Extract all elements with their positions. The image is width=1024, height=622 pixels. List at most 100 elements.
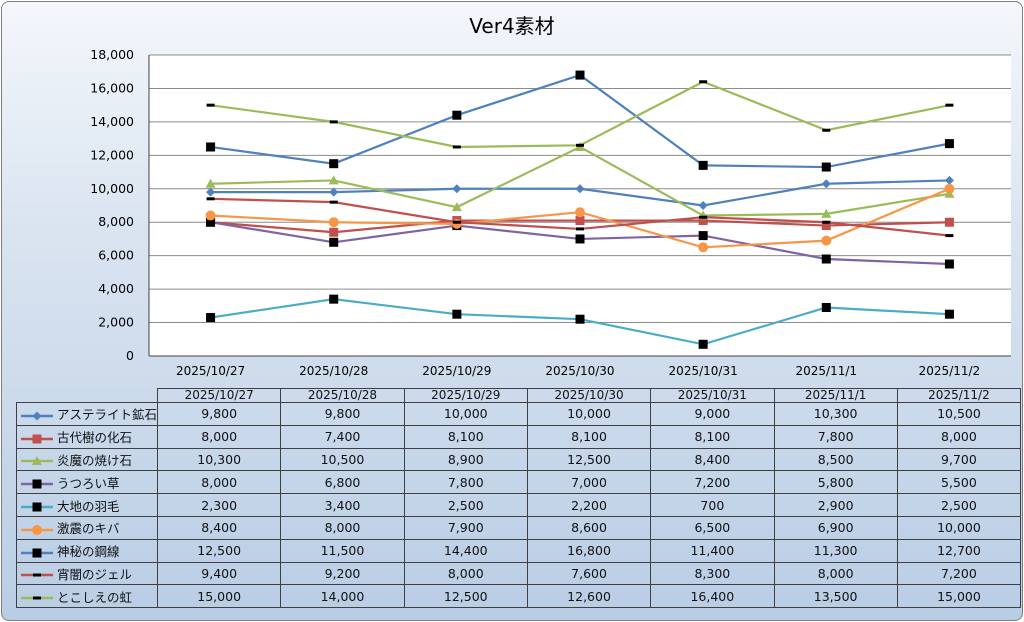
data-label: 8,000 xyxy=(773,561,898,586)
data-point xyxy=(821,235,832,246)
data-label: 12,500 xyxy=(157,538,282,563)
data-label: 10,500 xyxy=(280,447,405,472)
data-label: 6,500 xyxy=(650,515,775,540)
data-label: 9,800 xyxy=(280,402,405,426)
data-point xyxy=(206,197,215,201)
data-point xyxy=(452,309,462,319)
data-point xyxy=(328,175,339,185)
data-point xyxy=(821,303,831,313)
data-label: 7,400 xyxy=(280,424,405,449)
data-label: 12,500 xyxy=(403,584,528,609)
legend-key-icon xyxy=(21,456,53,466)
x-tick-label: 2025/10/29 xyxy=(422,364,491,378)
legend-marker xyxy=(32,548,42,558)
data-point xyxy=(329,237,339,247)
x-tick-label: 2025/10/27 xyxy=(176,364,245,378)
legend-key-cell: うつろい草 xyxy=(15,470,159,495)
data-point xyxy=(575,207,585,218)
series-name: 激震のキバ xyxy=(57,521,120,537)
data-label: 13,500 xyxy=(773,584,898,609)
data-label: 2,300 xyxy=(157,493,282,517)
data-point xyxy=(699,80,708,84)
x-tick-label: 2025/10/31 xyxy=(669,364,738,378)
table-row: アステライト鉱石 9,800 9,800 10,000 10,000 9,000 10,30… xyxy=(15,402,1022,426)
data-label: 10,500 xyxy=(896,402,1022,426)
data-point xyxy=(821,254,831,264)
data-table: 2025/10/27 2025/10/28 2025/10/29 2025/10/30… xyxy=(15,388,1022,609)
data-label: 8,000 xyxy=(280,515,405,540)
y-tick-label: 4,000 xyxy=(98,281,134,296)
y-tick-label: 6,000 xyxy=(98,248,134,263)
series-6 xyxy=(206,70,954,172)
data-point xyxy=(452,220,461,224)
legend-marker xyxy=(32,434,42,444)
data-point xyxy=(945,103,954,107)
legend-key-icon xyxy=(21,502,53,512)
data-point xyxy=(329,294,339,304)
table-row: とこしえの虹 15,000 14,000 12,500 12,600 16,400 13,5… xyxy=(15,584,1022,609)
table-corner xyxy=(16,388,159,403)
data-point xyxy=(575,234,585,244)
data-label: 8,500 xyxy=(773,447,898,472)
legend-key-cell: 炎魔の焼け石 xyxy=(15,447,159,472)
y-tick-label: 8,000 xyxy=(98,214,134,229)
table-row: 古代樹の化石 8,000 7,400 8,100 8,100 8,100 7,800 8,00… xyxy=(15,424,1022,449)
table-column-header: 2025/10/29 xyxy=(403,388,528,403)
data-point xyxy=(698,339,708,349)
y-tick-label: 18,000 xyxy=(90,47,134,62)
table-column-header: 2025/10/28 xyxy=(280,388,405,403)
data-label: 5,800 xyxy=(773,470,898,495)
data-label: 5,500 xyxy=(896,470,1022,495)
data-point xyxy=(452,184,462,194)
legend-key-cell: 大地の羽毛 xyxy=(15,493,159,517)
data-point xyxy=(944,183,955,194)
line-chart: 0 2,000 4,000 6,000 8,000 10,000 12,000 14,000 1… xyxy=(90,47,1011,378)
table-header-row: 2025/10/27 2025/10/28 2025/10/29 2025/10/30… xyxy=(16,388,1022,403)
data-label: 2,500 xyxy=(403,493,528,517)
legend-marker xyxy=(32,502,42,512)
data-point xyxy=(821,208,832,218)
data-label: 11,500 xyxy=(280,538,405,563)
legend-key-cell: 古代樹の化石 xyxy=(15,424,159,449)
data-point xyxy=(821,221,831,231)
x-tick-label: 2025/10/30 xyxy=(545,364,614,378)
data-label: 16,400 xyxy=(650,584,775,609)
data-point xyxy=(206,142,216,152)
data-label: 8,100 xyxy=(650,424,775,449)
data-point xyxy=(329,227,339,237)
legend-key-cell: 激震のキバ xyxy=(15,515,159,540)
data-point xyxy=(699,215,708,219)
data-point xyxy=(452,110,462,120)
data-label: 8,000 xyxy=(157,470,282,495)
data-label: 7,200 xyxy=(896,561,1022,586)
data-point xyxy=(575,70,585,80)
data-point xyxy=(698,216,708,226)
data-label: 7,900 xyxy=(403,515,528,540)
data-label: 8,400 xyxy=(650,447,775,472)
data-point xyxy=(575,314,585,324)
data-point xyxy=(698,160,708,170)
data-label: 8,100 xyxy=(403,424,528,449)
data-point xyxy=(205,210,216,221)
data-label: 7,800 xyxy=(773,424,898,449)
data-point xyxy=(821,162,831,172)
legend-marker xyxy=(32,411,42,421)
data-point xyxy=(575,184,585,194)
legend-key-cell: アステライト鉱石 xyxy=(15,402,159,426)
data-label: 8,000 xyxy=(896,424,1022,449)
data-point xyxy=(329,187,339,197)
data-label: 11,300 xyxy=(773,538,898,563)
series-4 xyxy=(206,294,954,349)
y-tick-label: 14,000 xyxy=(90,114,134,129)
table-column-header: 2025/10/27 xyxy=(157,388,282,403)
table-row: 宵闇のジェル 9,400 9,200 8,000 7,600 8,300 8,000 7,20… xyxy=(15,561,1022,586)
data-label: 14,400 xyxy=(403,538,528,563)
y-tick-label: 10,000 xyxy=(90,181,134,196)
data-label: 10,300 xyxy=(157,447,282,472)
data-label: 7,000 xyxy=(526,470,652,495)
table-row: 激震のキバ 8,400 8,000 7,900 8,600 6,500 6,900 10,00… xyxy=(15,515,1022,540)
data-label: 9,000 xyxy=(650,402,775,426)
data-label: 7,200 xyxy=(650,470,775,495)
data-label: 12,500 xyxy=(526,447,652,472)
data-label: 12,600 xyxy=(526,584,652,609)
